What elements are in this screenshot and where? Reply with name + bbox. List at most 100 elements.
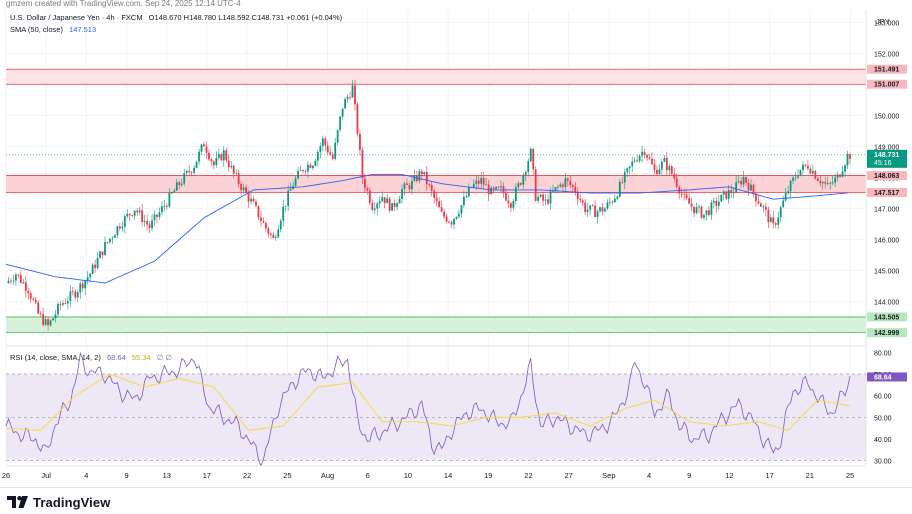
candle-body: [633, 160, 636, 162]
candle-body: [579, 198, 582, 201]
candle-body: [84, 280, 87, 289]
candle-body: [787, 191, 790, 194]
legend-sma-value: 147.513: [69, 25, 96, 34]
candle-body: [623, 172, 626, 183]
candle-body: [188, 170, 191, 173]
candle-body: [522, 174, 525, 185]
candle-body: [371, 202, 374, 210]
candle-body: [725, 191, 728, 199]
candle-body: [591, 205, 594, 207]
candle-body: [131, 215, 134, 217]
price-tick-label: 146.000: [874, 238, 899, 245]
candle-body: [762, 206, 765, 208]
candle-body: [101, 251, 104, 255]
candle-body: [106, 242, 109, 243]
candle-body: [732, 192, 735, 194]
candle-body: [730, 190, 733, 194]
candle-body: [737, 181, 740, 183]
candle-body: [571, 185, 574, 187]
candle-body: [529, 148, 532, 162]
candle-body: [485, 184, 488, 186]
candle-body: [643, 151, 646, 155]
candle-body: [774, 223, 777, 225]
candle-body: [245, 187, 247, 193]
candle-body: [846, 154, 849, 166]
candle-body: [685, 194, 688, 199]
candle-body: [398, 198, 401, 204]
svg-text:SMA (50, close) 147.513: SMA (50, close) 147.513: [10, 25, 96, 34]
candle-body: [312, 165, 314, 168]
candle-body: [346, 96, 349, 100]
candle-body: [49, 320, 52, 326]
legend-rsi-extra: ∅ ∅: [157, 353, 173, 362]
candle-body: [314, 160, 317, 166]
candle-body: [814, 171, 817, 179]
candle-body: [752, 184, 755, 194]
candle-body: [688, 198, 691, 204]
candle-body: [284, 205, 287, 207]
candle-body: [413, 175, 416, 181]
candle-body: [433, 190, 436, 198]
candle-body: [824, 181, 827, 184]
svg-text:U.S. Dollar / Japanese Yen · 4: U.S. Dollar / Japanese Yen · 4h · FXCM O…: [10, 13, 343, 22]
candle-body: [307, 164, 309, 172]
candle-body: [435, 197, 438, 202]
candle-body: [148, 224, 151, 229]
price-tick-label: 152.000: [874, 51, 899, 58]
candle-body: [304, 170, 307, 172]
candle-body: [628, 166, 631, 169]
candle-body: [670, 166, 673, 175]
candle-body: [272, 234, 275, 238]
candle-body: [109, 238, 111, 243]
candle-body: [705, 210, 708, 215]
candle-body: [205, 146, 208, 153]
candle-body: [611, 201, 614, 203]
candle-body: [146, 220, 148, 225]
candle-body: [190, 172, 193, 173]
price-tag-bg: [867, 64, 907, 74]
candle-body: [29, 293, 32, 299]
candle-body: [27, 290, 30, 294]
candle-body: [86, 277, 89, 281]
candle-body: [403, 183, 406, 190]
candle-body: [492, 187, 495, 190]
candle-body: [19, 275, 22, 283]
rsi-ma-line: [5, 373, 851, 431]
candle-body: [532, 148, 535, 170]
price-pane[interactable]: [5, 10, 866, 465]
candle-body: [465, 196, 468, 198]
candle-body: [264, 222, 267, 229]
candle-body: [153, 214, 156, 221]
rsi-pane[interactable]: [5, 345, 866, 467]
candle-body: [141, 210, 144, 222]
price-tag-label: 142.999: [874, 330, 899, 337]
candle-body: [121, 226, 124, 229]
candle-body: [210, 159, 213, 162]
candle-body: [356, 104, 359, 134]
candle-body: [94, 264, 97, 269]
candle-body: [759, 203, 762, 207]
candle-body: [54, 314, 57, 319]
rsi-tag-label: 68.64: [874, 374, 892, 381]
candle-body: [378, 201, 381, 204]
candle-body: [180, 183, 183, 185]
currency-label: JPY: [876, 17, 890, 26]
candle-body: [175, 182, 178, 191]
candle-body: [777, 217, 780, 225]
candle-body: [779, 207, 782, 218]
candle-body: [792, 177, 794, 181]
candle-body: [260, 217, 262, 222]
candle-body: [609, 201, 611, 203]
candle-body: [329, 152, 332, 155]
tradingview-logo[interactable]: TradingView: [7, 494, 110, 510]
candle-body: [552, 191, 554, 192]
time-tick-label: 25: [846, 471, 854, 480]
candle-body: [720, 194, 723, 202]
time-tick-label: 9: [687, 471, 691, 480]
candle-body: [240, 183, 243, 191]
legend-symbol: U.S. Dollar / Japanese Yen · 4h · FXCM: [10, 13, 143, 22]
candle-body: [368, 190, 371, 203]
candle-body: [225, 150, 228, 161]
chart-canvas[interactable]: 153.000152.000151.000150.000149.000148.0…: [0, 0, 912, 487]
candle-body: [467, 187, 470, 197]
